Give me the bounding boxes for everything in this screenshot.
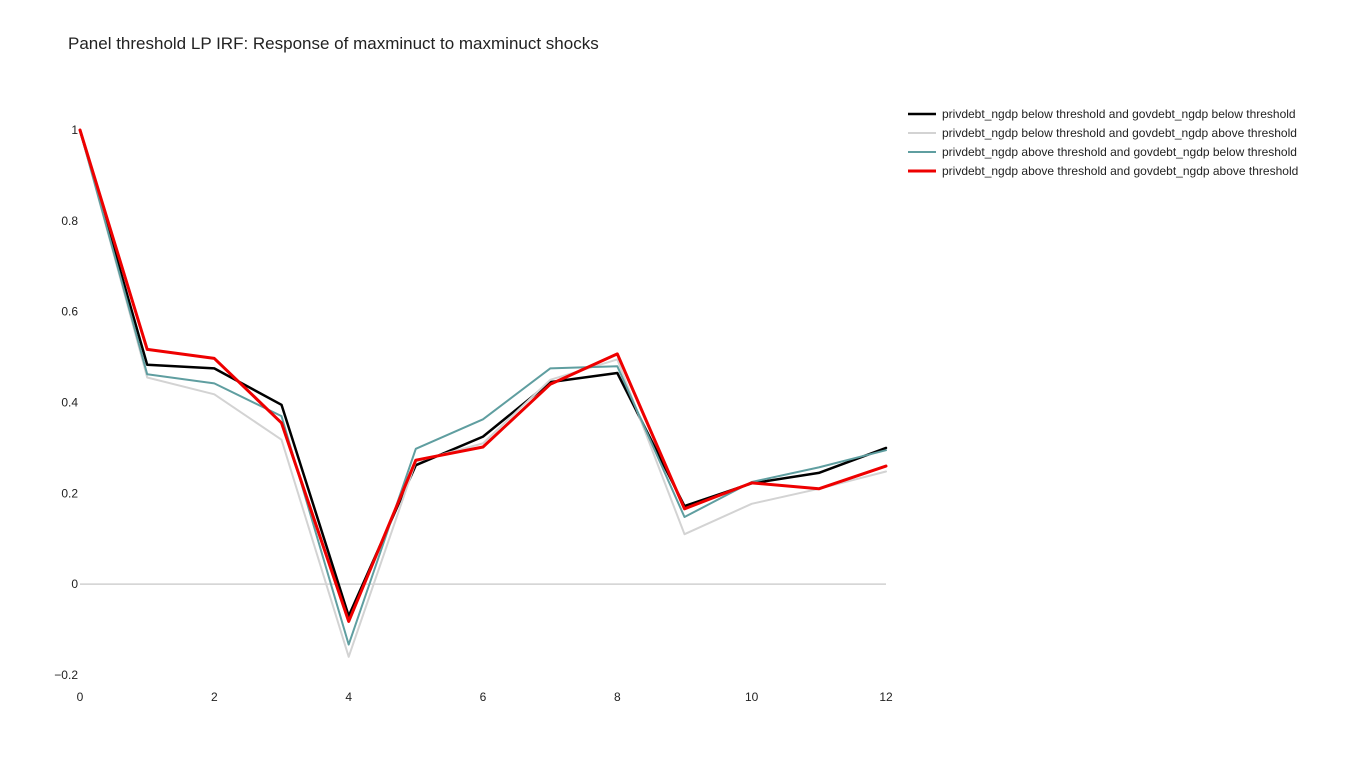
y-tick-label: −0.2 [54, 668, 78, 682]
x-tick-label: 8 [614, 690, 621, 704]
legend-label-1: privdebt_ngdp below threshold and govdeb… [942, 107, 1296, 121]
x-tick-label: 2 [211, 690, 218, 704]
series-line-2 [79, 129, 887, 658]
x-tick-label: 4 [345, 690, 352, 704]
y-tick-label: 0.8 [61, 214, 78, 228]
series-line-1 [78, 128, 888, 618]
x-tick-label: 0 [77, 690, 84, 704]
legend-label-3: privdebt_ngdp above threshold and govdeb… [942, 145, 1297, 159]
y-tick-label: 0.4 [61, 396, 78, 410]
series-line-4 [78, 128, 888, 623]
x-tick-label: 10 [745, 690, 759, 704]
y-tick-label: 1 [71, 123, 78, 137]
y-tick-label: 0 [71, 577, 78, 591]
y-tick-label: 0.6 [61, 305, 78, 319]
series-line-3 [79, 129, 887, 646]
y-tick-label: 0.2 [61, 486, 78, 500]
x-tick-label: 12 [879, 690, 893, 704]
chart-title: Panel threshold LP IRF: Response of maxm… [68, 34, 599, 53]
legend-label-4: privdebt_ngdp above threshold and govdeb… [942, 164, 1298, 178]
legend-label-2: privdebt_ngdp below threshold and govdeb… [942, 126, 1297, 140]
x-tick-label: 6 [480, 690, 487, 704]
